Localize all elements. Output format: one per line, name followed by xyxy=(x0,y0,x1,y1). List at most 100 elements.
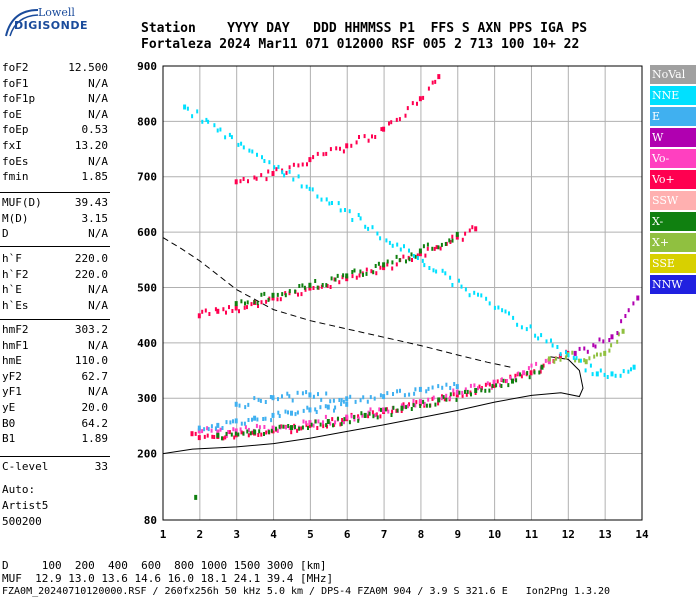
param-row-md: M(D) 3.15 xyxy=(2,212,108,226)
trace-point xyxy=(414,387,417,392)
trace-point xyxy=(288,169,291,174)
trace-point xyxy=(234,301,238,307)
header-line-2: Fortaleza 2024 Mar11 071 012000 RSF 005 … xyxy=(141,37,580,52)
trace-point xyxy=(269,395,272,399)
x-tick-label: 12 xyxy=(562,528,575,541)
trace-point xyxy=(390,413,393,417)
trace-point xyxy=(308,282,312,288)
trace-point xyxy=(247,418,250,422)
trace-point xyxy=(253,300,256,305)
trace-point xyxy=(301,283,304,288)
param-value: 12.500 xyxy=(68,61,108,74)
param-value: 1.89 xyxy=(81,432,109,446)
trace-point xyxy=(547,356,551,362)
param-row-foe: foE N/A xyxy=(2,108,108,122)
trace-point xyxy=(396,389,399,394)
trace-point xyxy=(400,409,403,413)
trace-point xyxy=(285,425,287,430)
trace-point xyxy=(276,428,279,433)
param-value: 110.0 xyxy=(74,354,108,368)
trace-point xyxy=(319,422,322,427)
trace-point xyxy=(553,359,556,364)
trace-point xyxy=(256,152,258,157)
trace-point xyxy=(578,346,581,351)
trace-point xyxy=(322,152,325,157)
param-value: 62.7 xyxy=(81,369,109,383)
trace-point xyxy=(224,135,227,140)
trace-point xyxy=(312,286,315,290)
trace-point xyxy=(614,373,617,378)
trace-point xyxy=(583,358,586,363)
y-tick-label: 900 xyxy=(137,60,157,73)
trace-point xyxy=(386,391,389,396)
trace-point xyxy=(402,402,405,407)
trace-point xyxy=(267,430,270,435)
trace-point xyxy=(473,383,476,388)
trace-point xyxy=(427,397,430,402)
trace-point xyxy=(308,186,311,191)
trace-point xyxy=(448,238,451,243)
y-tick-label: 300 xyxy=(137,392,157,405)
trace-point xyxy=(277,164,280,169)
trace-point xyxy=(443,397,446,402)
trace-point xyxy=(402,254,405,259)
trace-point xyxy=(267,297,270,302)
trace-point xyxy=(305,390,308,395)
trace-point xyxy=(449,240,452,244)
trace-point xyxy=(422,244,425,249)
legend-item-x: X- xyxy=(650,212,696,231)
trace-point xyxy=(382,262,386,268)
trace-point xyxy=(461,237,464,242)
param-row-fxi: fxI 13.20 xyxy=(2,139,108,153)
param-name: foEp xyxy=(2,123,29,137)
trace-point xyxy=(636,295,640,301)
trace-point xyxy=(201,429,204,434)
trace-point xyxy=(449,275,452,280)
trace-point xyxy=(298,426,301,431)
trace-point xyxy=(484,388,487,393)
trace-point xyxy=(329,421,332,426)
trace-point xyxy=(227,430,230,434)
trace-point xyxy=(564,355,567,360)
trace-point xyxy=(234,179,238,185)
trace-point xyxy=(387,409,390,414)
trace-point xyxy=(416,256,419,260)
param-name: h`Es xyxy=(2,298,29,312)
trace-point xyxy=(458,390,461,395)
trace-point xyxy=(222,436,225,441)
trace-point xyxy=(258,429,261,434)
param-name: h`F2 xyxy=(2,267,29,281)
trace-point xyxy=(290,410,293,416)
trace-point xyxy=(307,426,309,430)
trace-point xyxy=(296,428,299,433)
trace-point xyxy=(216,432,220,438)
trace-point xyxy=(232,427,235,432)
trace-point xyxy=(251,417,253,422)
trace-point xyxy=(377,261,380,266)
trace-point xyxy=(539,369,542,374)
trace-point xyxy=(368,411,371,416)
trace-point xyxy=(263,291,266,296)
trace-point xyxy=(480,388,483,393)
trace-point xyxy=(589,363,592,368)
trace-point xyxy=(211,434,214,439)
trace-point xyxy=(403,393,406,398)
trace-point xyxy=(408,392,411,397)
param-row-hf: h`F 220.0 xyxy=(2,252,108,266)
trace-point xyxy=(310,422,313,427)
trace-point xyxy=(445,382,448,387)
trace-point xyxy=(308,420,312,426)
trace-point xyxy=(340,398,343,403)
trace-point xyxy=(216,429,220,435)
trace-point xyxy=(203,434,206,439)
trace-point xyxy=(253,175,256,180)
trace-point xyxy=(343,417,346,422)
trace-point xyxy=(282,424,285,429)
trace-point xyxy=(194,494,198,500)
trace-point xyxy=(455,389,459,395)
trace-point xyxy=(408,402,410,407)
legend-item-sse: SSE xyxy=(650,254,696,273)
trace-point xyxy=(399,388,401,393)
trace-point xyxy=(197,313,201,319)
trace-point xyxy=(311,187,314,192)
